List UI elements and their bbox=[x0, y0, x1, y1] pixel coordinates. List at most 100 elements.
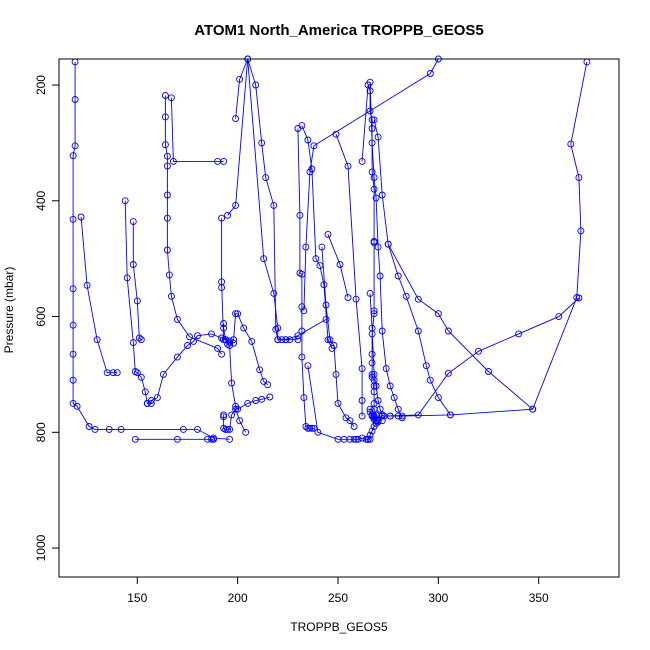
series-2 bbox=[121, 197, 238, 407]
data-point bbox=[296, 269, 304, 277]
data-point bbox=[368, 116, 376, 124]
data-point bbox=[167, 94, 175, 102]
data-point bbox=[368, 350, 376, 358]
data-point bbox=[169, 157, 177, 165]
series-9 bbox=[220, 320, 274, 413]
data-point bbox=[386, 382, 394, 390]
data-point bbox=[326, 336, 334, 344]
data-point bbox=[308, 424, 316, 432]
data-point bbox=[220, 320, 228, 327]
x-axis-label: TROPPB_GEOS5 bbox=[290, 620, 388, 634]
series-10 bbox=[220, 405, 250, 436]
data-point bbox=[220, 411, 228, 419]
data-point bbox=[300, 394, 308, 402]
data-point bbox=[314, 428, 322, 436]
series-line bbox=[227, 58, 298, 341]
data-point bbox=[378, 191, 386, 199]
data-point bbox=[123, 274, 131, 282]
data-point bbox=[194, 332, 201, 340]
series-5 bbox=[131, 435, 218, 443]
data-point bbox=[324, 336, 332, 344]
plot-frame bbox=[58, 58, 620, 578]
data-point bbox=[336, 261, 344, 268]
data-point bbox=[274, 324, 282, 332]
data-point bbox=[298, 303, 306, 311]
data-point bbox=[69, 321, 77, 329]
y-tick-label: 600 bbox=[34, 306, 48, 326]
data-point bbox=[366, 289, 374, 297]
data-point bbox=[344, 294, 352, 301]
data-point bbox=[350, 423, 358, 430]
data-point bbox=[236, 75, 244, 83]
data-point bbox=[567, 140, 575, 148]
data-point bbox=[228, 411, 236, 419]
data-point bbox=[575, 174, 583, 182]
series-line bbox=[132, 221, 142, 341]
data-point bbox=[286, 336, 294, 344]
data-point bbox=[83, 281, 91, 289]
series-4 bbox=[105, 425, 234, 443]
data-point bbox=[218, 214, 226, 222]
data-point bbox=[232, 115, 240, 123]
data-point bbox=[366, 435, 374, 443]
data-point bbox=[214, 344, 222, 352]
data-point bbox=[372, 194, 380, 202]
data-point bbox=[332, 370, 340, 378]
data-point bbox=[354, 435, 362, 443]
data-point bbox=[69, 376, 77, 384]
data-point bbox=[366, 431, 374, 439]
data-point bbox=[129, 261, 137, 268]
series-line bbox=[335, 134, 363, 417]
data-point bbox=[163, 152, 171, 160]
data-point bbox=[414, 295, 422, 303]
y-tick-label: 1000 bbox=[34, 534, 48, 561]
series-13 bbox=[294, 125, 318, 432]
data-point bbox=[113, 369, 121, 377]
data-point bbox=[167, 292, 175, 300]
data-point bbox=[224, 425, 232, 433]
data-point bbox=[426, 376, 434, 384]
data-point bbox=[165, 271, 173, 279]
data-point bbox=[274, 336, 282, 344]
data-point bbox=[133, 369, 141, 377]
series-line bbox=[297, 128, 314, 429]
data-point bbox=[131, 368, 139, 375]
series-12 bbox=[224, 55, 302, 344]
data-point bbox=[224, 340, 232, 348]
data-point bbox=[368, 359, 376, 367]
data-point bbox=[577, 227, 585, 235]
series-6 bbox=[161, 92, 226, 358]
data-point bbox=[228, 379, 236, 387]
data-point bbox=[71, 96, 79, 103]
data-point bbox=[414, 327, 422, 335]
data-point bbox=[368, 324, 376, 332]
data-point bbox=[378, 327, 386, 335]
series-line bbox=[170, 97, 224, 162]
data-point bbox=[91, 425, 99, 433]
data-point bbox=[398, 412, 406, 420]
series-28 bbox=[364, 418, 382, 443]
data-point bbox=[414, 411, 422, 419]
data-point bbox=[147, 397, 155, 404]
data-point bbox=[234, 310, 242, 318]
data-point bbox=[296, 211, 304, 219]
data-point bbox=[258, 139, 266, 147]
data-point bbox=[270, 201, 278, 209]
data-point bbox=[69, 350, 77, 358]
data-point bbox=[444, 327, 452, 335]
data-point bbox=[376, 272, 384, 280]
data-point bbox=[208, 330, 215, 338]
data-point bbox=[220, 324, 228, 332]
data-point bbox=[248, 337, 256, 345]
data-point bbox=[306, 168, 314, 176]
data-point bbox=[262, 174, 270, 182]
data-point bbox=[73, 402, 81, 410]
data-point bbox=[131, 435, 139, 443]
data-point bbox=[555, 313, 563, 321]
data-point bbox=[173, 353, 181, 361]
data-point bbox=[306, 424, 314, 432]
data-point bbox=[93, 336, 101, 344]
data-point bbox=[378, 417, 386, 425]
data-point bbox=[218, 278, 226, 286]
